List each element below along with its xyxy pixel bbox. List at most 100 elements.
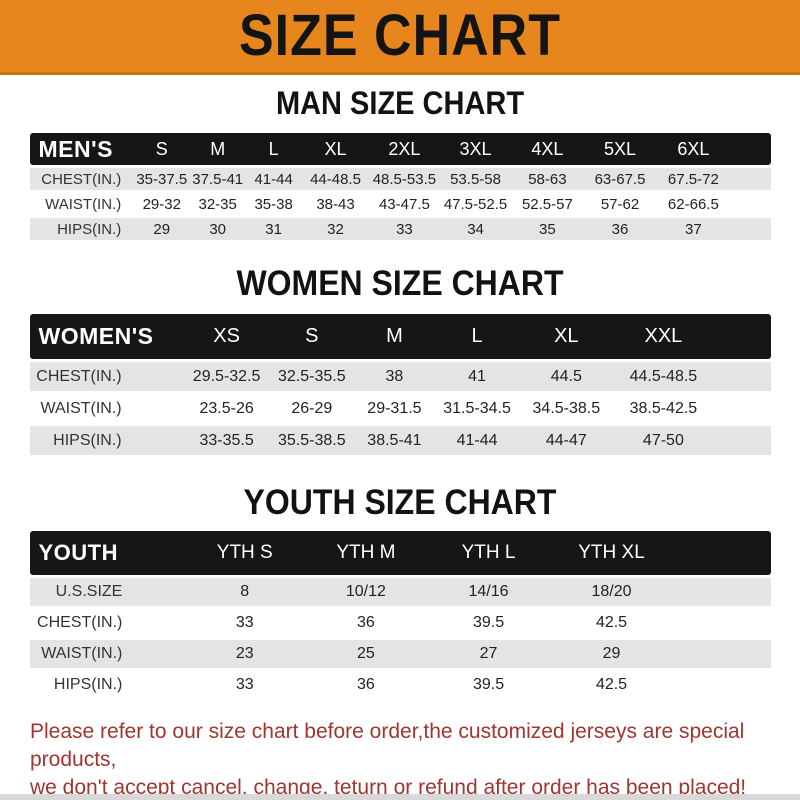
size-value: 32 [302, 218, 369, 240]
measurement-row: CHEST(IN.) 29.5-32.5 32.5-35.5 38 41 44.5 44.5… [29, 362, 771, 391]
size-value: 29-32 [142, 195, 181, 213]
size-column-header: M [354, 314, 435, 359]
row-label: WAIST(IN.) [45, 195, 122, 213]
row-label: WAIST(IN.) [29, 640, 185, 668]
row-filler [672, 640, 771, 668]
header-filler [730, 133, 771, 165]
man-section-title: MAN SIZE CHART [275, 86, 525, 122]
size-column-header: YTH L [426, 531, 551, 575]
size-value: 14/16 [426, 578, 551, 606]
size-value: 30 [190, 218, 246, 240]
size-value: 47-50 [613, 426, 714, 455]
size-value: 53.5-58 [439, 168, 512, 190]
size-value: 41-44 [434, 426, 520, 455]
measurement-row: WAIST(IN.) 23.5-26 26-29 29-31.5 31.5-34.5 34… [30, 394, 771, 423]
banner: SIZE CHART [0, 0, 800, 75]
size-value: 38 [354, 362, 435, 391]
size-value: 8 [184, 578, 306, 606]
header-filler [672, 531, 771, 575]
row-filler [672, 578, 771, 606]
size-value: 23 [184, 640, 306, 668]
size-value: 35-38 [254, 195, 293, 213]
table-corner-label: WOMEN'S [29, 314, 184, 359]
size-value: 35 [511, 218, 584, 240]
women-size-table: WOMEN'S XS S M L XL XXL CHEST(IN.) 29.5-32.5 32.5… [29, 311, 771, 458]
row-filler [713, 426, 771, 455]
size-column-header: S [133, 133, 191, 165]
size-column-header: XL [302, 133, 369, 165]
size-column-header: XS [183, 314, 270, 359]
measurement-row: WAIST(IN.) 29-32 32-35 35-38 38-43 43-47.5 47.… [30, 193, 771, 215]
row-label: HIPS(IN.) [29, 218, 134, 240]
row-label: U.S.SIZE [29, 578, 185, 606]
measurement-row: CHEST(IN.) 33 36 39.5 42.5 [30, 609, 771, 637]
row-filler [673, 609, 771, 637]
size-value: 33 [235, 676, 254, 693]
size-value: 34 [439, 218, 512, 240]
man-size-chart-section: MAN SIZE CHART MEN'S S M L XL 2XL 3XL 4XL 5XL 6XL… [0, 86, 800, 243]
size-column-header: 5XL [583, 133, 657, 165]
row-label: HIPS(IN.) [53, 676, 123, 693]
size-charts: MAN SIZE CHART MEN'S S M L XL 2XL 3XL 4XL 5XL 6XL… [0, 86, 800, 702]
row-filler [730, 218, 771, 240]
size-value: 29 [550, 640, 673, 668]
size-value: 27 [426, 640, 551, 668]
size-value: 67.5-72 [656, 168, 731, 190]
measurement-row: HIPS(IN.) 29 30 31 32 33 34 35 36 37 [29, 218, 771, 240]
size-value: 44-48.5 [302, 168, 369, 190]
size-value: 34.5-38.5 [532, 399, 601, 417]
size-column-header: XXL [613, 314, 714, 359]
row-label: HIPS(IN.) [29, 426, 184, 455]
size-value: 38.5-41 [354, 426, 435, 455]
table-header-row: YOUTH YTH S YTH M YTH L YTH XL [29, 531, 771, 575]
size-value: 31 [245, 218, 303, 240]
size-column-header: M [190, 133, 246, 165]
size-value: 33 [368, 218, 440, 240]
row-filler [713, 394, 770, 423]
size-value: 33 [235, 614, 254, 631]
size-column-header: L [245, 133, 303, 165]
bottom-edge-strip [0, 794, 800, 800]
table-header-row: MEN'S S M L XL 2XL 3XL 4XL 5XL 6XL [29, 133, 771, 165]
measurement-row: WAIST(IN.) 23 25 27 29 [29, 640, 771, 668]
size-value: 25 [305, 640, 427, 668]
row-filler [730, 168, 771, 190]
size-value: 33-35.5 [183, 426, 270, 455]
size-value: 10/12 [305, 578, 427, 606]
size-column-header: 2XL [368, 133, 440, 165]
disclaimer-line-1: Please refer to our size chart before or… [30, 720, 745, 771]
row-filler [730, 193, 770, 215]
size-value: 42.5 [595, 676, 628, 693]
row-label: CHEST(IN.) [37, 614, 123, 631]
size-value: 32-35 [198, 195, 237, 213]
size-value: 63-67.5 [583, 168, 657, 190]
size-value: 41-44 [245, 168, 303, 190]
size-value: 44.5-48.5 [613, 362, 714, 391]
size-column-header: 6XL [656, 133, 731, 165]
size-value: 39.5 [472, 614, 505, 631]
size-value: 29.5-32.5 [183, 362, 270, 391]
size-value: 36 [583, 218, 657, 240]
measurement-row: U.S.SIZE 8 10/12 14/16 18/20 [29, 578, 771, 606]
size-value: 31.5-34.5 [443, 399, 511, 417]
size-column-header: S [269, 314, 355, 359]
row-label: WAIST(IN.) [40, 399, 122, 417]
size-column-header: XL [519, 314, 614, 359]
size-value: 36 [357, 614, 375, 631]
women-size-chart-section: WOMEN SIZE CHART WOMEN'S XS S M L XL XXL CHEST(… [0, 263, 800, 458]
row-label: CHEST(IN.) [29, 362, 184, 391]
size-column-header: L [434, 314, 520, 359]
size-value: 52.5-57 [521, 195, 573, 213]
size-value: 36 [357, 676, 375, 693]
row-filler [713, 362, 771, 391]
size-value: 58-63 [511, 168, 584, 190]
size-value: 38.5-42.5 [629, 399, 698, 417]
size-column-header: YTH M [305, 531, 427, 575]
measurement-row: CHEST(IN.) 35-37.5 37.5-41 41-44 44-48.5 48.5… [29, 168, 771, 190]
size-value: 62-66.5 [667, 195, 719, 213]
size-value: 18/20 [550, 578, 673, 606]
youth-section-title: YOUTH SIZE CHART [243, 482, 557, 522]
disclaimer-note: Please refer to our size chart before or… [30, 718, 770, 800]
size-value: 23.5-26 [199, 399, 254, 417]
